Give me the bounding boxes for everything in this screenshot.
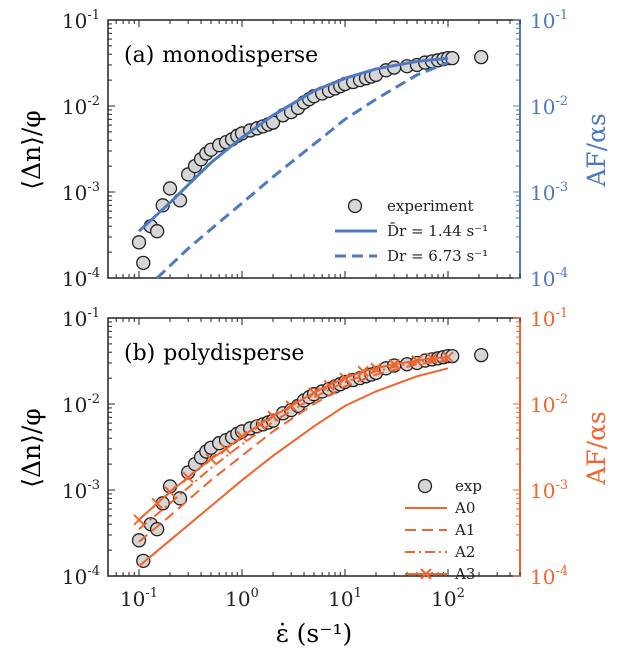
series-line-2 — [156, 61, 449, 280]
legend-label: A3 — [454, 565, 475, 583]
legend-label: exp — [455, 477, 482, 495]
panel-b-legend: exp A0 A1 A2 A3 — [405, 477, 482, 583]
data-point — [149, 224, 165, 239]
x-marker — [285, 400, 297, 412]
x-marker — [267, 410, 279, 422]
panel-a-label: (a) monodisperse — [124, 43, 318, 68]
data-point — [162, 181, 178, 196]
x-marker — [205, 453, 217, 465]
panel-b: 10-1 100 101 102 10-4 10-4 10-3 10-3 10-2 10-2 10-… — [62, 306, 568, 611]
panel-a-tick-labels: 10-4 10-4 10-3 10-3 10-2 10-2 10-1 10-1 — [62, 8, 568, 291]
legend-x-marker — [420, 568, 432, 580]
y-tick-label-right: 10-1 — [530, 306, 568, 331]
x-marker — [236, 430, 248, 443]
x-marker — [254, 418, 266, 431]
x-tick-label: 101 — [328, 586, 362, 611]
y-tick-label-left: 10-2 — [62, 94, 100, 119]
x-marker — [164, 486, 176, 498]
legend-label: Dr = 6.73 s⁻¹ — [387, 247, 488, 265]
panel-a-plot — [131, 49, 489, 280]
y-tick-label-right: 10-1 — [530, 8, 568, 33]
y-tick-label-right: 10-2 — [530, 94, 568, 119]
y-axis-label-left-a: ⟨Δn⟩/φ — [17, 110, 46, 190]
legend-marker — [347, 198, 363, 214]
x-marker — [151, 497, 163, 510]
y-tick-label-left: 10-2 — [62, 392, 100, 417]
series-line-1 — [137, 56, 449, 233]
x-marker — [308, 387, 320, 399]
series-line-2 — [138, 359, 449, 543]
legend-label: D̄r = 1.44 s⁻¹ — [387, 222, 488, 240]
panel-b-plot — [131, 347, 489, 569]
legend-label: experiment — [387, 197, 474, 215]
x-marker — [220, 443, 232, 455]
x-marker — [426, 352, 438, 364]
legend-label: A2 — [454, 543, 475, 561]
x-axis-label: ε̇ (s⁻¹) — [276, 619, 352, 648]
x-marker — [388, 358, 400, 370]
data-point — [474, 347, 489, 363]
x-marker — [182, 471, 194, 484]
panel-a: 10-4 10-4 10-3 10-3 10-2 10-2 10-1 10-1 (a) mono… — [62, 8, 568, 291]
y-tick-label-right: 10-3 — [530, 180, 568, 205]
data-point — [131, 533, 147, 548]
panel-b-tick-labels: 10-1 100 101 102 10-4 10-4 10-3 10-3 10-2 10-2 10-… — [62, 306, 568, 611]
data-point — [131, 235, 147, 250]
legend-marker — [417, 478, 433, 494]
data-point — [149, 522, 165, 537]
y-tick-label-left: 10-1 — [62, 8, 100, 33]
data-point — [172, 491, 188, 506]
y-axis-label-right-b: AF/αs — [582, 411, 611, 486]
y-tick-label-left: 10-4 — [62, 266, 100, 291]
x-tick-label: 100 — [225, 586, 259, 611]
x-marker — [442, 351, 454, 363]
y-tick-label-right: 10-4 — [530, 266, 568, 291]
y-tick-label-left: 10-3 — [62, 478, 100, 503]
x-marker — [133, 514, 145, 526]
y-tick-label-right: 10-3 — [530, 478, 568, 503]
data-point — [136, 255, 151, 271]
y-axis-label-left-b: ⟨Δn⟩/φ — [17, 408, 46, 488]
panel-a-legend: experiment D̄r = 1.44 s⁻¹ Dr = 6.73 s⁻¹ — [335, 197, 488, 265]
x-marker — [323, 379, 335, 392]
x-tick-label: 102 — [431, 586, 465, 611]
data-point — [474, 49, 489, 65]
legend-label: A0 — [454, 499, 475, 517]
y-tick-label-right: 10-4 — [530, 564, 568, 589]
y-tick-label-left: 10-3 — [62, 180, 100, 205]
legend-label: A1 — [454, 521, 475, 539]
y-tick-label-left: 10-4 — [62, 564, 100, 589]
x-marker — [370, 362, 382, 375]
y-axis-label-right-a: AF/αs — [582, 113, 611, 188]
x-marker — [357, 365, 369, 378]
y-tick-label-left: 10-1 — [62, 306, 100, 331]
x-tick-label: 10-1 — [120, 586, 158, 611]
panel-b-label: (b) polydisperse — [124, 341, 304, 366]
series-line-1 — [138, 367, 449, 567]
x-marker — [411, 354, 423, 367]
y-tick-label-right: 10-2 — [530, 392, 568, 417]
x-marker — [339, 372, 351, 384]
